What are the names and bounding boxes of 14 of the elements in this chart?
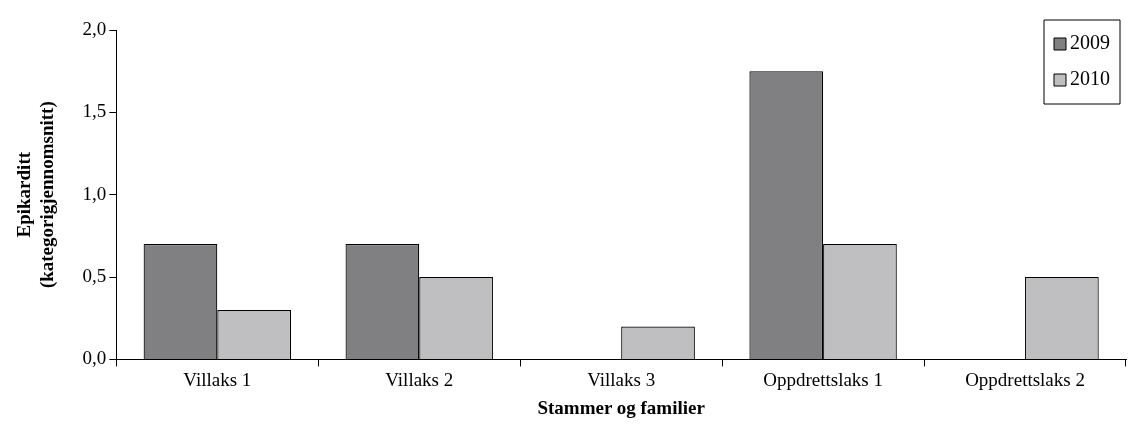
legend-label: 2010 [1070, 67, 1110, 90]
x-tick-label: Oppdrettslaks 1 [763, 368, 883, 390]
y-tick-label: 1,5 [82, 100, 107, 122]
x-tick-label: Villaks 2 [385, 368, 454, 390]
x-tick-label: Villaks 3 [587, 368, 656, 390]
y-axis-title: Epikarditt (kategorigjennomsnitt) [13, 101, 59, 289]
legend-label: 2009 [1070, 31, 1110, 54]
y-tick-label: 0,5 [82, 265, 107, 287]
x-tick-label: Villaks 1 [183, 368, 252, 390]
x-axis-title: Stammer og familier [537, 396, 706, 418]
x-tick-label: Oppdrettslaks 2 [965, 368, 1085, 390]
y-tick-label: 1,0 [82, 182, 107, 204]
y-tick-label: 2,0 [82, 17, 107, 39]
y-tick-label: 0,0 [82, 347, 107, 369]
